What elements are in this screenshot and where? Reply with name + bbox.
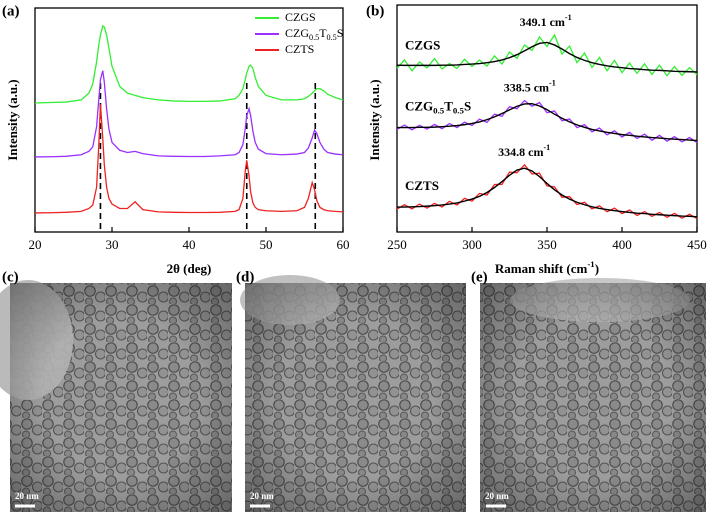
x-tick-label: 300	[462, 237, 482, 252]
series-line	[396, 163, 698, 220]
legend-label: CZG0.5T0.5S	[285, 26, 343, 42]
plot-frame	[396, 4, 698, 233]
x-tick-label: 20	[29, 237, 42, 252]
panel-label: (c)	[2, 269, 19, 285]
panel-label: (e)	[471, 269, 488, 285]
tem-image-d	[240, 275, 466, 512]
peak-annotation: 349.1 cm-1	[520, 13, 572, 29]
series-line	[396, 99, 698, 144]
series-label: CZTS	[405, 178, 439, 193]
legend-label: CZTS	[285, 42, 314, 56]
x-tick-label: 40	[183, 237, 196, 252]
x-tick-label: 30	[106, 237, 119, 252]
peak-annotation: 338.5 cm-1	[504, 78, 556, 94]
fit-line	[397, 103, 698, 142]
series-line	[34, 104, 344, 214]
fit-line	[397, 167, 698, 218]
tem-image-e	[480, 278, 706, 512]
fit-line	[396, 41, 698, 73]
x-tick-label: 400	[612, 237, 632, 252]
panel-label: (b)	[366, 3, 384, 19]
x-tick-label: 60	[337, 237, 350, 252]
x-tick-label: 50	[260, 237, 273, 252]
x-axis-label: 2θ (deg)	[167, 261, 212, 276]
series-label: CZG0.5T0.5S	[405, 98, 471, 115]
scale-bar-label: 20 nm	[485, 491, 509, 501]
series-line	[34, 24, 344, 104]
x-tick-label: 450	[687, 237, 707, 252]
peak-annotation: 334.8 cm-1	[498, 143, 550, 159]
panel-label: (d)	[236, 269, 254, 285]
x-tick-label: 250	[387, 237, 407, 252]
panel-label: (a)	[2, 3, 20, 19]
tem-image-c	[0, 280, 232, 512]
y-axis-label: Intensity (a.u.)	[5, 79, 20, 160]
x-tick-label: 350	[537, 237, 557, 252]
scale-bar-label: 20 nm	[15, 491, 39, 501]
x-axis-label: Raman shift (cm-1)	[495, 259, 599, 276]
series-line	[34, 70, 344, 158]
scale-bar-label: 20 nm	[250, 491, 274, 501]
y-axis-label: Intensity (a.u.)	[367, 79, 382, 160]
series-label: CZGS	[405, 37, 440, 52]
legend-label: CZGS	[285, 10, 316, 24]
